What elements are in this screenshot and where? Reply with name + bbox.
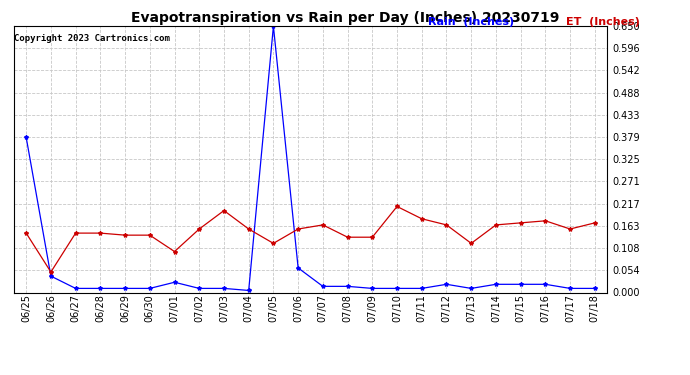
Text: ET  (Inches): ET (Inches) xyxy=(566,17,640,27)
Text: Copyright 2023 Cartronics.com: Copyright 2023 Cartronics.com xyxy=(14,34,170,43)
Text: Evapotranspiration vs Rain per Day (Inches) 20230719: Evapotranspiration vs Rain per Day (Inch… xyxy=(131,11,559,25)
Text: Rain  (Inches): Rain (Inches) xyxy=(428,17,514,27)
